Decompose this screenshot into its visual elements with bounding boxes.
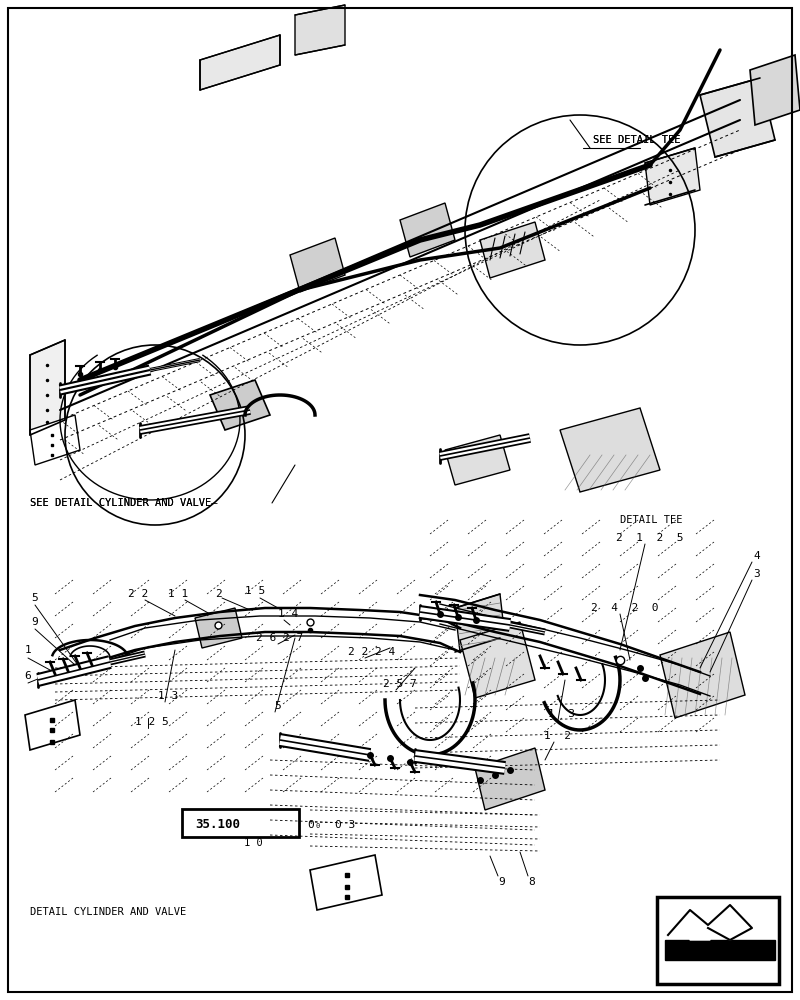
- Polygon shape: [455, 594, 505, 652]
- FancyBboxPatch shape: [657, 897, 779, 984]
- Text: 3: 3: [754, 569, 760, 579]
- Text: 2  1  2  5: 2 1 2 5: [616, 533, 684, 543]
- Polygon shape: [560, 408, 660, 492]
- Text: 2 2: 2 2: [128, 589, 148, 599]
- Polygon shape: [670, 910, 730, 940]
- Polygon shape: [295, 5, 345, 55]
- Text: 2 6 2 7: 2 6 2 7: [256, 633, 304, 643]
- Text: 2 2 2 4: 2 2 2 4: [348, 647, 396, 657]
- Polygon shape: [30, 415, 80, 465]
- Text: 5: 5: [32, 593, 38, 603]
- Text: SEE DETAIL CYLINDER AND VALVE: SEE DETAIL CYLINDER AND VALVE: [30, 498, 211, 508]
- Text: 1 5: 1 5: [245, 586, 265, 596]
- Text: 1  2: 1 2: [545, 731, 571, 741]
- Text: 1 3: 1 3: [158, 691, 178, 701]
- Text: 35.100: 35.100: [195, 818, 240, 832]
- Text: 6: 6: [25, 671, 31, 681]
- Text: 8: 8: [529, 877, 535, 887]
- Polygon shape: [665, 940, 775, 960]
- Text: 1 4: 1 4: [278, 609, 298, 619]
- Polygon shape: [30, 340, 65, 435]
- Polygon shape: [750, 55, 800, 125]
- Text: 1 0: 1 0: [244, 838, 262, 848]
- Polygon shape: [210, 380, 270, 430]
- Polygon shape: [480, 222, 545, 278]
- Polygon shape: [660, 632, 745, 718]
- Polygon shape: [290, 238, 345, 292]
- Polygon shape: [310, 855, 382, 910]
- Text: DETAIL TEE: DETAIL TEE: [620, 515, 682, 525]
- Polygon shape: [460, 622, 535, 698]
- Polygon shape: [25, 700, 80, 750]
- Text: 1  3: 1 3: [549, 709, 575, 719]
- Polygon shape: [445, 435, 510, 485]
- Text: 1: 1: [25, 645, 31, 655]
- Text: SEE DETAIL TEE: SEE DETAIL TEE: [593, 135, 681, 145]
- Polygon shape: [645, 148, 700, 205]
- Polygon shape: [668, 905, 752, 940]
- Text: 2 5 7: 2 5 7: [383, 679, 417, 689]
- Text: SEE DETAIL TEE: SEE DETAIL TEE: [593, 135, 681, 145]
- Text: DETAIL CYLINDER AND VALVE: DETAIL CYLINDER AND VALVE: [30, 907, 186, 917]
- Polygon shape: [195, 608, 242, 648]
- Polygon shape: [400, 203, 455, 257]
- Polygon shape: [475, 748, 545, 810]
- Text: 9: 9: [498, 877, 506, 887]
- Text: SEE DETAIL CYLINDER AND VALVE—: SEE DETAIL CYLINDER AND VALVE—: [30, 498, 218, 508]
- Text: 2: 2: [214, 589, 222, 599]
- Text: 9: 9: [32, 617, 38, 627]
- Text: 4: 4: [754, 551, 760, 561]
- Text: 1 1: 1 1: [168, 589, 188, 599]
- Polygon shape: [700, 78, 775, 157]
- Text: 1 2 5: 1 2 5: [135, 717, 169, 727]
- Polygon shape: [200, 35, 280, 90]
- Text: 2  4  2  0: 2 4 2 0: [591, 603, 658, 613]
- Text: 0₀  0 3: 0₀ 0 3: [308, 820, 355, 830]
- Text: 5: 5: [274, 701, 282, 711]
